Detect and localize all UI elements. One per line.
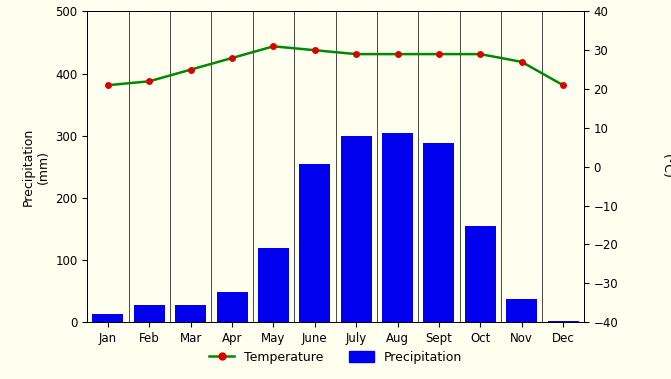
Bar <box>548 321 578 322</box>
Bar <box>134 305 165 322</box>
Y-axis label: Temperature
(°C): Temperature (°C) <box>660 127 671 207</box>
Bar <box>258 247 289 322</box>
Bar <box>341 136 372 322</box>
Bar <box>506 299 537 322</box>
Bar <box>382 133 413 322</box>
Bar <box>299 164 330 322</box>
Bar <box>175 305 206 322</box>
Bar <box>217 292 248 322</box>
Bar <box>465 226 496 322</box>
Bar <box>93 314 123 322</box>
Legend: Temperature, Precipitation: Temperature, Precipitation <box>204 346 467 369</box>
Bar <box>423 143 454 322</box>
Y-axis label: Precipitation
(mm): Precipitation (mm) <box>21 128 50 206</box>
